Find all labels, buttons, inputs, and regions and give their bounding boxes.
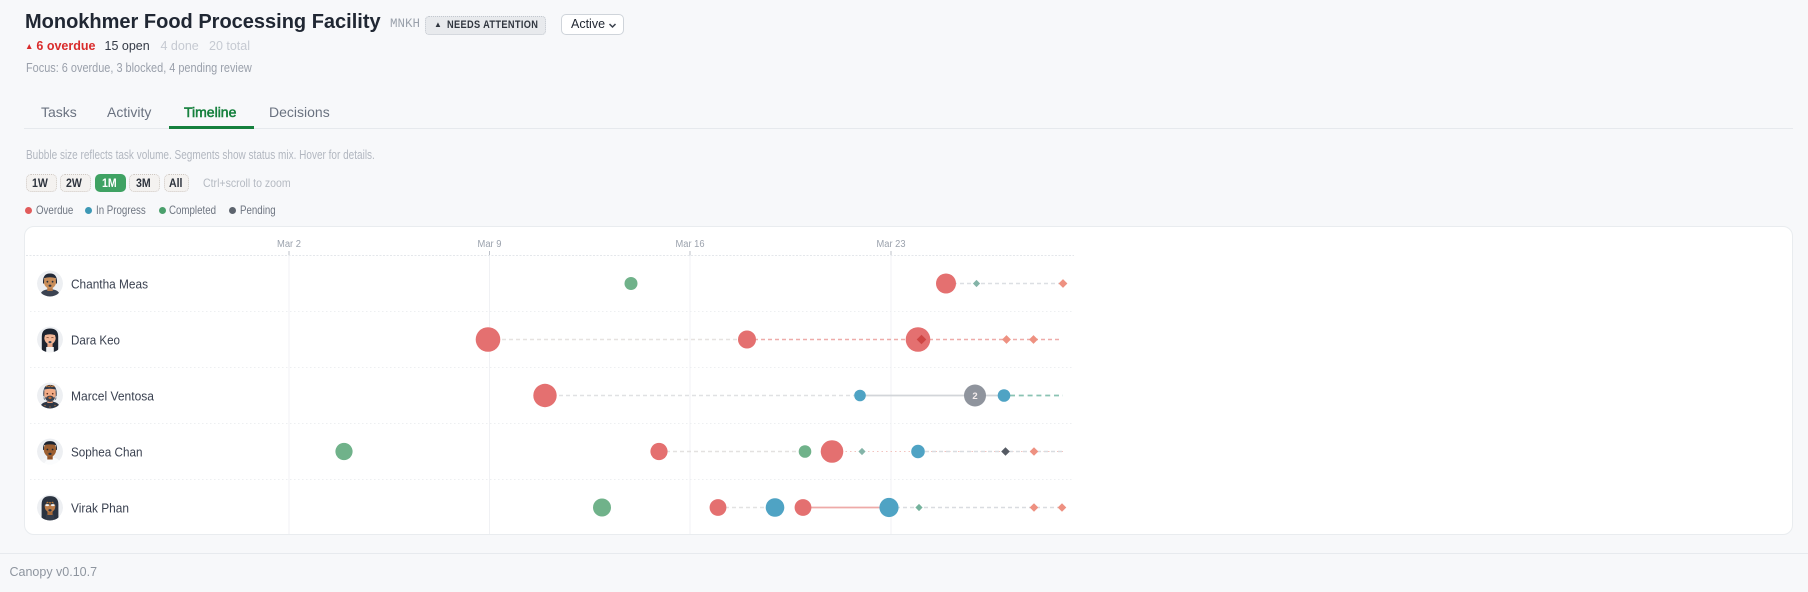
svg-text:Dara Keo: Dara Keo	[71, 332, 120, 347]
svg-text:Virak Phan: Virak Phan	[71, 500, 129, 515]
svg-text:Chantha Meas: Chantha Meas	[71, 276, 148, 291]
svg-text:Mar 16: Mar 16	[676, 239, 705, 250]
svg-text:Mar 2: Mar 2	[277, 239, 301, 250]
svg-text:Marcel Ventosa: Marcel Ventosa	[71, 388, 155, 403]
svg-text:Sophea Chan: Sophea Chan	[71, 444, 143, 459]
svg-text:Mar 23: Mar 23	[877, 239, 906, 250]
svg-text:2: 2	[972, 391, 977, 402]
svg-text:Mar 9: Mar 9	[478, 239, 502, 250]
